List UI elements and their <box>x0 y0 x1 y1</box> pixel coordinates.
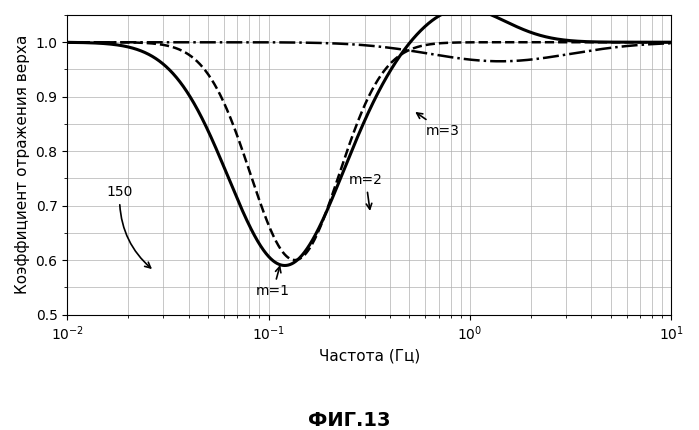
Text: ФИГ.13: ФИГ.13 <box>308 411 391 430</box>
Text: m=2: m=2 <box>349 173 382 209</box>
X-axis label: Частота (Гц): Частота (Гц) <box>319 348 420 363</box>
Text: m=3: m=3 <box>417 113 459 138</box>
Text: m=1: m=1 <box>256 267 290 298</box>
Text: 150: 150 <box>106 185 151 268</box>
Y-axis label: Коэффициент отражения верха: Коэффициент отражения верха <box>15 35 30 295</box>
